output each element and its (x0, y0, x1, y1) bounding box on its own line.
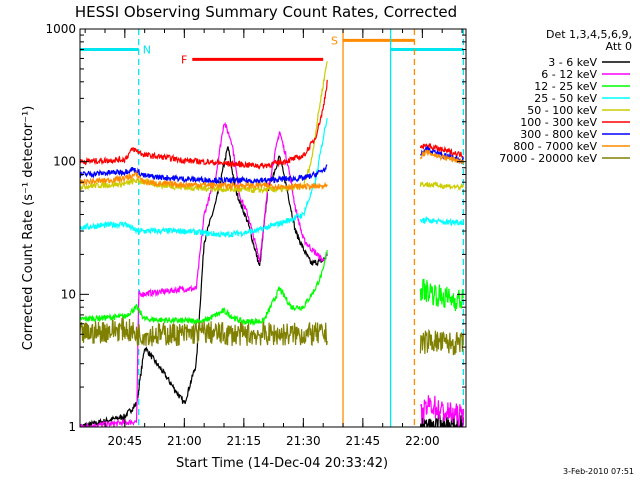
series-line-3 (80, 118, 328, 239)
flag-label: N (143, 44, 151, 57)
x-tick-label: 20:45 (108, 434, 143, 448)
series-line-after-gap-1 (420, 395, 464, 427)
series-line-6 (80, 164, 328, 186)
x-tick-label: 21:00 (167, 434, 202, 448)
plot-frame (79, 28, 467, 428)
series-line-after-gap-3 (419, 216, 464, 227)
flag-label: S (331, 34, 338, 47)
series-line-0 (80, 146, 328, 427)
legend-label: 100 - 300 keV (520, 116, 597, 129)
y-tick-label: 100 (53, 155, 76, 169)
chart-title: HESSI Observing Summary Count Rates, Cor… (75, 3, 457, 21)
legend-label: 3 - 6 keV (548, 56, 597, 69)
series-line-after-gap-7 (419, 149, 464, 165)
x-axis-label: Start Time (14-Dec-04 20:33:42) (176, 456, 388, 471)
legend-label: 25 - 50 keV (534, 92, 597, 105)
legend-label: 50 - 100 keV (527, 104, 597, 117)
y-tick-label: 1000 (45, 22, 76, 36)
footer-date: 3-Feb-2010 07:51 (563, 467, 634, 476)
series-layer (80, 61, 464, 427)
series-line-after-gap-2 (419, 278, 464, 312)
series-line-5 (80, 79, 328, 171)
x-tick-label: 21:15 (227, 434, 262, 448)
legend-header-line1: Det 1,3,4,5,6,9, (546, 28, 632, 41)
legend-label: 12 - 25 keV (534, 80, 597, 93)
y-axis: 1 10 100 1000 (45, 22, 466, 434)
flags-layer (80, 38, 464, 61)
y-axis-label: Corrected Count Rate (s⁻¹ detector⁻¹) (21, 106, 36, 351)
legend-label: 800 - 7000 keV (513, 140, 597, 153)
x-tick-label: 21:45 (346, 434, 381, 448)
x-tick-label: 21:30 (286, 434, 321, 448)
flag-labels: N F S (143, 34, 338, 66)
series-line-1 (80, 121, 328, 427)
x-axis: 20:45 21:00 21:15 21:30 21:45 22:00 (84, 29, 463, 448)
series-line-7 (80, 170, 328, 191)
legend-label: 7000 - 20000 keV (499, 152, 597, 165)
legend-label: 6 - 12 keV (541, 68, 597, 81)
flag-label: F (181, 53, 187, 66)
series-line-4 (80, 61, 328, 195)
series-line-after-gap-4 (419, 181, 464, 192)
y-tick-label: 1 (68, 420, 76, 434)
series-line-after-gap-6 (419, 145, 464, 165)
y-tick-label: 10 (61, 287, 76, 301)
series-line-8 (80, 317, 328, 347)
legend-label: 300 - 800 keV (520, 128, 597, 141)
legend-header-line2: Att 0 (606, 40, 632, 53)
series-line-after-gap-0 (419, 412, 464, 427)
x-tick-label: 22:00 (405, 434, 440, 448)
vertical-markers (138, 29, 465, 427)
series-line-after-gap-8 (419, 328, 464, 356)
